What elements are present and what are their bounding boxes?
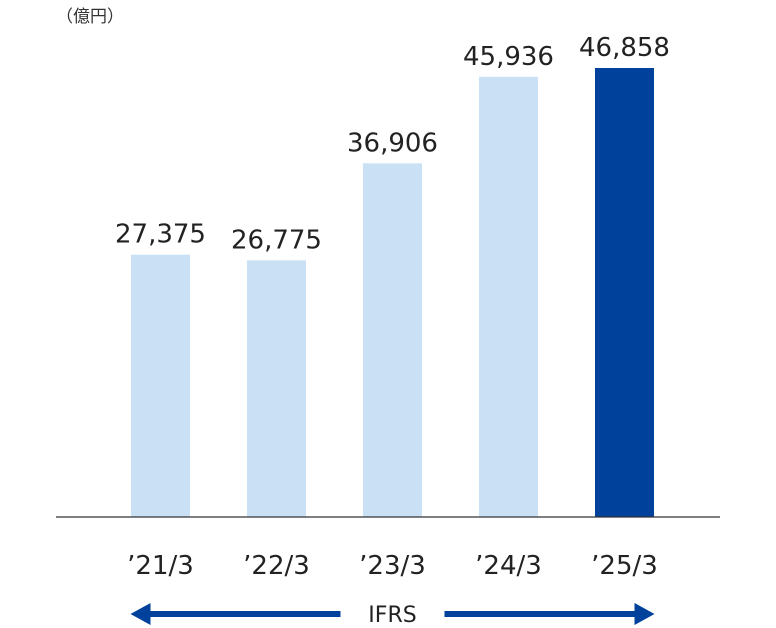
arrow-left-icon [130,603,151,625]
bar-2 [363,163,422,517]
x-tick-labels-group: ’21/3 ’22/3 ’23/3 ’24/3 ’25/3 [127,551,658,581]
value-label-1: 26,775 [231,225,322,255]
value-label-0: 27,375 [115,220,206,250]
bar-0 [131,254,190,517]
x-tick-label-2: ’23/3 [359,551,426,581]
x-tick-label-4: ’25/3 [591,551,658,581]
ifrs-label: IFRS [368,603,416,628]
x-tick-label-1: ’22/3 [243,551,310,581]
ifrs-range-annotation: IFRS [130,603,655,628]
bar-1 [247,260,306,517]
value-labels-group: 27,375 26,775 36,906 45,936 46,858 [115,33,670,255]
x-tick-label-0: ’21/3 [127,551,194,581]
bar-4 [595,68,654,517]
value-label-2: 36,906 [347,128,438,158]
unit-label: （億円） [56,7,124,27]
arrow-right-icon [634,603,655,625]
bars-group [131,68,654,518]
value-label-3: 45,936 [463,42,554,72]
bar-3 [479,76,538,518]
x-tick-label-3: ’24/3 [475,551,542,581]
value-label-4: 46,858 [579,33,670,63]
